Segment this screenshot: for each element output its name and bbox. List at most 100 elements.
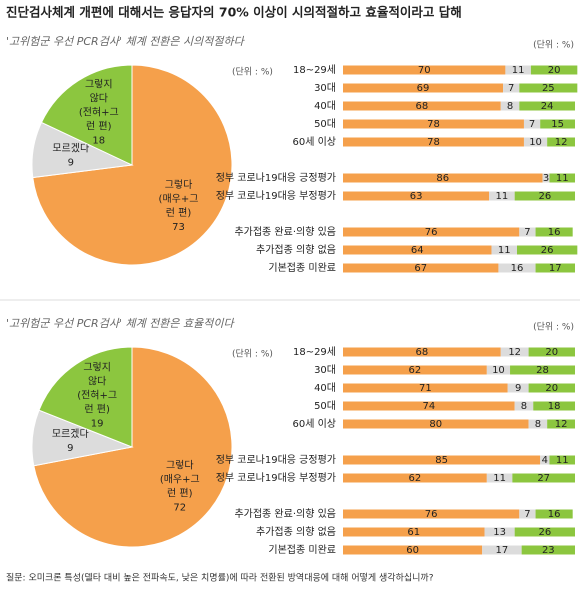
value-label: 69 <box>417 83 430 94</box>
bar-segment <box>343 365 487 375</box>
category-label: 추가접종 완료·의향 있음 <box>234 508 336 520</box>
value-label: 24 <box>541 101 554 112</box>
bar-segment <box>521 545 575 555</box>
bar-segment <box>343 191 490 201</box>
category-label: 추가접종 의향 없음 <box>256 525 336 538</box>
bar-segment <box>547 137 575 147</box>
bar-segment <box>514 401 534 411</box>
value-label: 26 <box>538 191 551 202</box>
value-label: 67 <box>414 263 427 274</box>
value-label: 18 <box>548 401 561 412</box>
bar-segment <box>343 419 529 429</box>
slice-label: 그렇지 <box>83 361 111 374</box>
value-label: 26 <box>538 527 551 538</box>
section-subtitle: '고위험군 우선 PCR검사' 체계 전환은 시의적절하다 <box>6 35 246 48</box>
bar-segment <box>489 191 515 201</box>
unit-note: (단위 : %) <box>232 349 273 360</box>
value-label: 9 <box>515 383 521 394</box>
unit-note: (단위 : %) <box>232 67 273 78</box>
bar-segment <box>343 65 506 75</box>
value-label: 28 <box>536 365 549 376</box>
category-label: 60세 이상 <box>292 136 336 148</box>
slice-label: 그렇지 <box>85 78 113 91</box>
bar-segment <box>343 401 515 411</box>
bar-segment <box>343 545 483 555</box>
bar-segment <box>514 527 575 537</box>
slice-value: 9 <box>68 157 74 168</box>
value-label: 11 <box>556 173 569 184</box>
value-label: 20 <box>545 383 558 394</box>
value-label: 16 <box>548 509 561 520</box>
slice-label: 그렇다 <box>166 459 194 472</box>
bar-segment <box>500 101 520 111</box>
bar-segment <box>486 473 513 483</box>
slice-label: (매우+그 <box>160 474 200 486</box>
value-label: 68 <box>416 101 429 112</box>
bar-segment <box>491 245 517 255</box>
bar-segment <box>512 473 575 483</box>
category-label: 18~29세 <box>293 346 336 358</box>
value-label: 63 <box>410 191 423 202</box>
bar-segment <box>343 245 492 255</box>
category-label: 추가접종 의향 없음 <box>256 243 336 256</box>
value-label: 16 <box>548 227 561 238</box>
category-label: 18~29세 <box>293 64 336 76</box>
value-label: 86 <box>436 173 449 184</box>
bar-segment <box>343 473 487 483</box>
bar-segment <box>549 173 575 183</box>
section-subtitle: '고위험군 우선 PCR검사' 체계 전환은 효율적이다 <box>6 317 236 330</box>
slice-label: 않다 <box>90 93 108 105</box>
value-label: 78 <box>427 119 440 130</box>
value-label: 8 <box>535 419 541 430</box>
bar-segment <box>343 119 524 129</box>
value-label: 71 <box>419 383 432 394</box>
value-label: 15 <box>551 119 564 130</box>
value-label: 20 <box>548 65 561 76</box>
value-label: 76 <box>425 509 438 520</box>
bar-segment <box>343 383 508 393</box>
value-label: 7 <box>524 227 530 238</box>
bar-segment <box>535 509 573 519</box>
bar-segment <box>482 545 522 555</box>
value-label: 13 <box>493 527 506 538</box>
value-label: 17 <box>549 263 562 274</box>
bar-segment <box>540 119 575 129</box>
bar-segment <box>547 419 575 429</box>
slice-label: (전혀+그 <box>79 107 119 119</box>
bar-segment <box>535 263 575 273</box>
category-label: 정부 코로나19대응 긍정평가 <box>216 454 336 466</box>
category-label: 50대 <box>314 118 336 130</box>
bar-segment <box>523 119 541 129</box>
value-label: 61 <box>407 527 420 538</box>
bar-segment <box>528 419 548 429</box>
slice-label: (매우+그 <box>159 193 199 205</box>
slice-label: 그렇다 <box>165 178 193 191</box>
question: 질문: 오미크론 특성(델타 대비 높은 전파속도, 낮은 치명률)에 따라 전… <box>6 572 434 584</box>
value-label: 10 <box>492 365 505 376</box>
value-label: 78 <box>427 137 440 148</box>
value-label: 11 <box>498 245 511 256</box>
category-label: 30대 <box>314 364 336 376</box>
value-label: 70 <box>418 65 431 76</box>
value-label: 3 <box>543 173 549 184</box>
value-label: 26 <box>541 245 554 256</box>
bar-segment <box>549 455 575 465</box>
unit-note: (단위 : %) <box>533 322 574 333</box>
bar-segment <box>507 383 529 393</box>
category-label: 기본접종 미완료 <box>268 262 336 274</box>
bar-segment <box>533 401 575 411</box>
bar-segment <box>519 509 536 519</box>
bar-segment <box>343 455 541 465</box>
bar-segment <box>519 227 536 237</box>
slice-label: 모르겠다 <box>52 428 89 440</box>
bar-segment <box>498 263 536 273</box>
category-label: 기본접종 미완료 <box>268 544 336 556</box>
value-label: 11 <box>496 191 509 202</box>
value-label: 7 <box>524 509 530 520</box>
bar-segment <box>500 347 529 357</box>
bar-segment <box>484 527 515 537</box>
slice-label: (전혀+그 <box>77 390 117 402</box>
value-label: 25 <box>542 83 555 94</box>
value-label: 85 <box>435 455 448 466</box>
